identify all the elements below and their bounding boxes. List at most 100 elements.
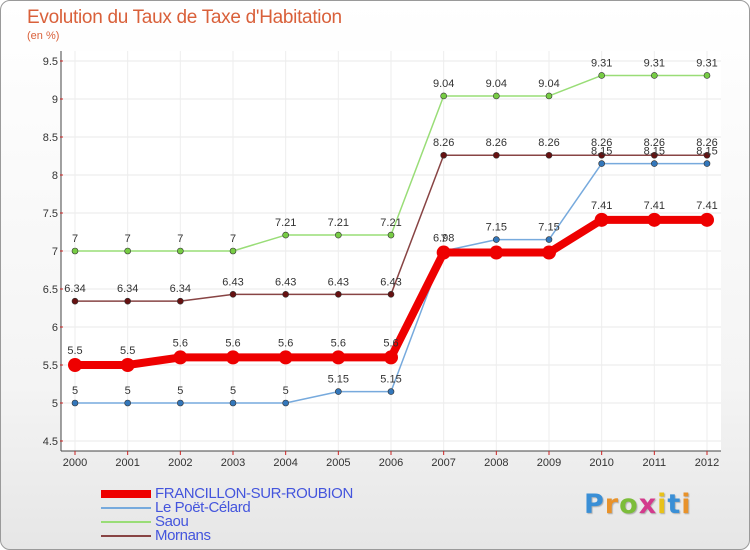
data-label: 5 — [283, 385, 289, 397]
data-point — [545, 236, 553, 243]
data-label: 8.15 — [696, 146, 717, 158]
legend-swatch — [101, 490, 151, 498]
logo-letter: P — [584, 489, 605, 520]
x-tick-label: 2009 — [537, 457, 561, 469]
logo-letter: r — [604, 489, 620, 520]
x-tick-label: 2011 — [643, 457, 667, 469]
y-tick-label: 5 — [52, 398, 58, 410]
data-point — [229, 399, 237, 407]
data-label: 7.21 — [328, 217, 349, 229]
data-point — [493, 151, 500, 159]
y-tick-label: 9 — [52, 94, 58, 106]
data-point — [387, 231, 395, 239]
data-label: 5 — [230, 385, 236, 397]
legend-swatch — [101, 507, 151, 509]
data-label: 5 — [177, 385, 183, 397]
data-point — [173, 350, 188, 365]
y-tick-label: 9.5 — [43, 56, 58, 68]
data-label: 5.5 — [67, 345, 82, 357]
data-point — [545, 151, 553, 159]
data-point — [177, 297, 184, 305]
data-point — [335, 231, 342, 239]
data-label: 8.15 — [644, 146, 665, 158]
data-point — [282, 399, 289, 407]
data-label: 7 — [177, 233, 183, 245]
data-label: 6.34 — [117, 283, 138, 295]
data-label: 7.41 — [644, 200, 665, 212]
data-label: 7 — [230, 233, 236, 245]
legend-label: FRANCILLON-SUR-ROUBION — [155, 485, 353, 502]
data-label: 7 — [125, 233, 131, 245]
data-point — [703, 72, 711, 79]
data-label: 7.21 — [380, 217, 401, 229]
legend-label: Le Poët-Célard — [155, 499, 251, 516]
data-label: 8.26 — [591, 137, 612, 149]
data-point — [700, 212, 714, 227]
data-label: 6.98 — [433, 233, 454, 245]
x-tick-label: 2001 — [115, 457, 139, 469]
data-point — [651, 160, 658, 167]
data-label: 5.6 — [331, 337, 346, 349]
y-tick-label: 5.5 — [43, 360, 58, 372]
data-point — [229, 247, 237, 255]
x-tick-label: 2003 — [221, 457, 245, 469]
data-label: 5.15 — [380, 374, 401, 386]
x-tick-label: 2005 — [326, 457, 350, 469]
x-tick-label: 2008 — [484, 457, 508, 469]
chart-title: Evolution du Taux de Taxe d'Habitation — [27, 7, 342, 28]
data-point — [384, 350, 398, 365]
data-point — [282, 231, 289, 239]
data-point — [335, 388, 342, 395]
x-tick-label: 2007 — [431, 457, 455, 469]
x-tick-label: 2002 — [168, 457, 192, 469]
logo-letter: i — [681, 489, 692, 520]
data-label: 8.26 — [486, 137, 507, 149]
data-label: 9.04 — [538, 78, 559, 90]
x-tick-label: 2006 — [379, 457, 403, 469]
unit-label: (en %) — [27, 30, 60, 42]
data-label: 6.34 — [170, 283, 191, 295]
x-tick-label: 2000 — [63, 457, 87, 469]
data-label: 9.31 — [696, 57, 717, 69]
data-point — [545, 92, 553, 100]
data-label: 8.15 — [591, 146, 612, 158]
data-point — [71, 399, 79, 407]
x-tick-label: 2010 — [589, 457, 613, 469]
data-label: 9.31 — [644, 57, 665, 69]
logo-letter: o — [619, 489, 639, 520]
data-label: 5 — [125, 385, 131, 397]
data-point — [68, 358, 82, 372]
legend-label: Mornans — [155, 527, 211, 544]
data-point — [124, 247, 131, 255]
data-point — [493, 236, 500, 243]
data-point — [120, 358, 135, 372]
data-point — [331, 350, 346, 365]
data-label: 8.26 — [538, 137, 559, 149]
series-francillon-sur-roubion: 5.5 5.5 5.6 5.6 5.6 5.6 5.6 6.98 7.41 7.41 7.41 — [67, 200, 718, 372]
data-point — [598, 151, 605, 159]
data-point — [489, 245, 504, 260]
data-point — [651, 151, 658, 159]
data-label: 5.6 — [278, 337, 293, 349]
data-point — [542, 245, 556, 260]
data-point — [703, 151, 711, 159]
data-point — [124, 399, 131, 407]
series-saou: 7 7 7 7 7.21 7.21 7.21 9.04 9.04 9.04 9.31 9.31 9.31 — [71, 57, 718, 255]
data-point — [387, 291, 395, 298]
series-le-po-t-c-lard: 5 5 5 5 5 5.15 5.15 7 7.15 7.15 8.15 8.15 8.15 — [71, 146, 718, 407]
data-label: 9.04 — [433, 78, 454, 90]
x-tick-label: 2012 — [695, 457, 719, 469]
data-point — [493, 92, 500, 100]
y-tick-label: 4.5 — [43, 436, 58, 448]
data-label: 5.5 — [120, 345, 135, 357]
x-tick-label: 2004 — [273, 457, 297, 469]
data-label: 7 — [72, 233, 78, 245]
data-label: 8.26 — [696, 137, 717, 149]
y-tick-label: 7 — [52, 246, 58, 258]
data-point — [177, 399, 184, 407]
data-point — [647, 212, 662, 227]
data-point — [226, 350, 240, 365]
logo-letter: x — [638, 489, 658, 520]
